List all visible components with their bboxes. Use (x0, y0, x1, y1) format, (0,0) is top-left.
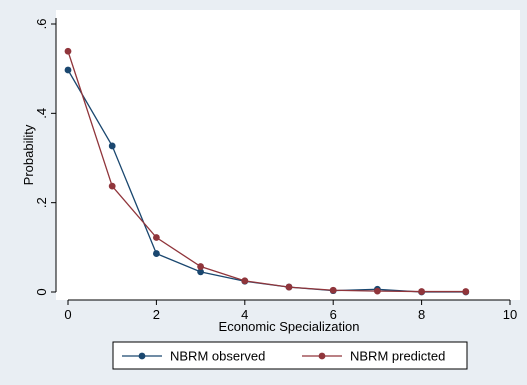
x-axis-label: Economic Specialization (219, 319, 360, 334)
x-tick-label: 6 (330, 307, 337, 322)
legend-label: NBRM predicted (350, 349, 445, 364)
data-point-nbrm-predicted (329, 286, 337, 294)
legend-label: NBRM observed (170, 349, 265, 364)
data-point-nbrm-predicted (418, 288, 425, 295)
series-layer (64, 47, 470, 296)
y-tick-label: .4 (34, 108, 49, 119)
legend-box (112, 341, 468, 370)
legend-items: NBRM observed NBRM predicted (122, 349, 445, 364)
data-point-nbrm-predicted (374, 287, 381, 295)
legend-marker (318, 352, 326, 360)
data-point-nbrm-predicted (108, 182, 116, 190)
data-point-nbrm-predicted (462, 288, 470, 295)
data-point-nbrm-observed (64, 66, 72, 74)
data-point-nbrm-predicted (285, 283, 293, 291)
x-tick-label: 2 (153, 307, 160, 322)
data-point-nbrm-observed (108, 142, 116, 150)
data-point-nbrm-predicted (241, 277, 249, 285)
y-axis-label: Probability (21, 124, 36, 185)
plot-area (56, 10, 520, 300)
series-nbrm-predicted (64, 47, 470, 295)
data-point-nbrm-predicted (197, 263, 205, 270)
x-axis-ticks: 0 2 4 6 8 10 (64, 300, 517, 322)
data-point-nbrm-observed (153, 250, 160, 257)
x-tick-label: 4 (241, 307, 248, 322)
series-line-nbrm-predicted (67, 51, 466, 293)
y-tick-label: 0 (34, 288, 49, 295)
y-tick-label: .6 (34, 19, 49, 30)
data-point-nbrm-observed (197, 268, 205, 276)
legend-marker (138, 352, 146, 360)
y-axis-ticks: 0 .2 .4 .6 (34, 19, 56, 296)
legend: NBRM observed NBRM predicted (112, 341, 468, 370)
x-tick-label: 10 (503, 307, 517, 322)
data-point-nbrm-predicted (64, 47, 72, 55)
data-point-nbrm-predicted (153, 234, 160, 241)
x-tick-label: 0 (64, 307, 71, 322)
x-tick-label: 8 (418, 307, 425, 322)
y-tick-label: .2 (34, 197, 49, 208)
